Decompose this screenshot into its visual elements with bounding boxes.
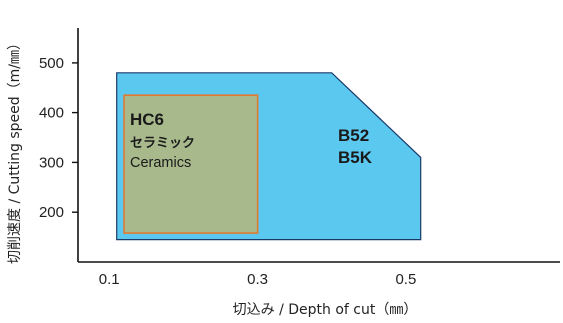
axes-layer <box>77 28 560 263</box>
x-tick-label-1: 0.3 <box>247 271 268 288</box>
region-1-label-0: HC6 <box>130 110 164 129</box>
labels-layer: 切込み / Depth of cut（㎜） 切削速度 / Cutting spe… <box>7 36 417 318</box>
y-tick-label-2: 400 <box>39 105 64 122</box>
ticks-layer: 0.1 0.3 0.5 200 300 400 500 <box>39 55 416 288</box>
x-tick-label-0: 0.1 <box>99 271 120 288</box>
region-0-label-1: B5K <box>338 148 373 167</box>
region-1 <box>123 94 259 234</box>
x-tick-label-2: 0.5 <box>395 271 416 288</box>
y-tick-label-3: 500 <box>39 55 64 72</box>
y-tick-label-0: 200 <box>39 204 64 221</box>
y-axis-label: 切削速度 / Cutting speed（m/㎜） <box>7 36 23 264</box>
region-1-label-2: Ceramics <box>130 155 191 171</box>
x-axis-label: 切込み / Depth of cut（㎜） <box>233 302 418 318</box>
y-tick-label-1: 300 <box>39 154 64 171</box>
region-1-label-1: セラミック <box>130 136 195 151</box>
region-0-label-0: B52 <box>338 126 369 145</box>
regions-layer <box>116 72 422 241</box>
